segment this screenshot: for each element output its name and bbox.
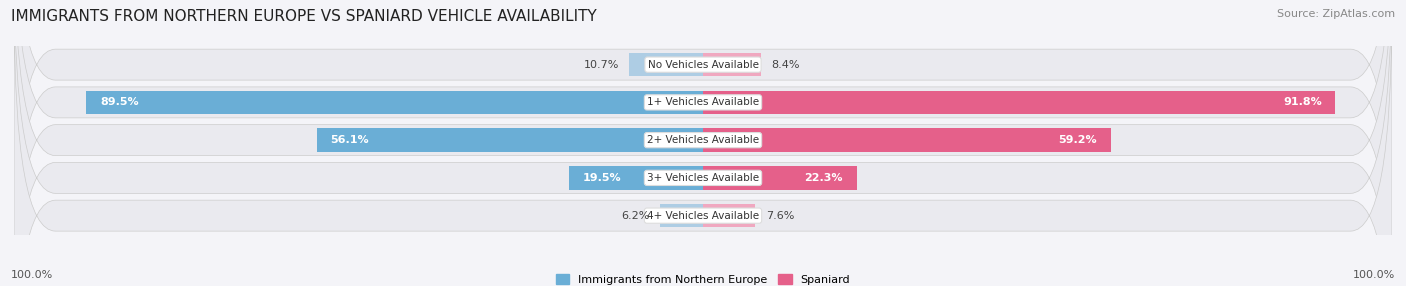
Text: 56.1%: 56.1% <box>330 135 368 145</box>
Text: 2+ Vehicles Available: 2+ Vehicles Available <box>647 135 759 145</box>
FancyBboxPatch shape <box>14 0 1392 276</box>
FancyBboxPatch shape <box>14 0 1392 286</box>
Text: 91.8%: 91.8% <box>1282 98 1322 107</box>
Bar <box>568 166 703 190</box>
Bar <box>703 204 755 227</box>
Bar <box>316 128 703 152</box>
Bar <box>703 91 1336 114</box>
Text: IMMIGRANTS FROM NORTHERN EUROPE VS SPANIARD VEHICLE AVAILABILITY: IMMIGRANTS FROM NORTHERN EUROPE VS SPANI… <box>11 9 598 23</box>
FancyBboxPatch shape <box>14 0 1392 286</box>
Text: 19.5%: 19.5% <box>582 173 621 183</box>
Bar <box>661 204 703 227</box>
Text: 10.7%: 10.7% <box>583 60 619 69</box>
Text: 59.2%: 59.2% <box>1059 135 1097 145</box>
FancyBboxPatch shape <box>14 5 1392 286</box>
FancyBboxPatch shape <box>14 0 1392 286</box>
Text: 7.6%: 7.6% <box>766 211 794 221</box>
Text: 22.3%: 22.3% <box>804 173 842 183</box>
Text: 1+ Vehicles Available: 1+ Vehicles Available <box>647 98 759 107</box>
Text: No Vehicles Available: No Vehicles Available <box>648 60 758 69</box>
Bar <box>630 53 703 76</box>
Text: 8.4%: 8.4% <box>772 60 800 69</box>
Bar <box>703 128 1111 152</box>
Text: 89.5%: 89.5% <box>100 98 139 107</box>
Legend: Immigrants from Northern Europe, Spaniard: Immigrants from Northern Europe, Spaniar… <box>551 270 855 286</box>
Bar <box>86 91 703 114</box>
Text: 6.2%: 6.2% <box>621 211 650 221</box>
Bar <box>703 166 856 190</box>
Text: 4+ Vehicles Available: 4+ Vehicles Available <box>647 211 759 221</box>
Text: 100.0%: 100.0% <box>11 270 53 280</box>
Text: Source: ZipAtlas.com: Source: ZipAtlas.com <box>1277 9 1395 19</box>
Text: 100.0%: 100.0% <box>1353 270 1395 280</box>
Bar <box>703 53 761 76</box>
Text: 3+ Vehicles Available: 3+ Vehicles Available <box>647 173 759 183</box>
